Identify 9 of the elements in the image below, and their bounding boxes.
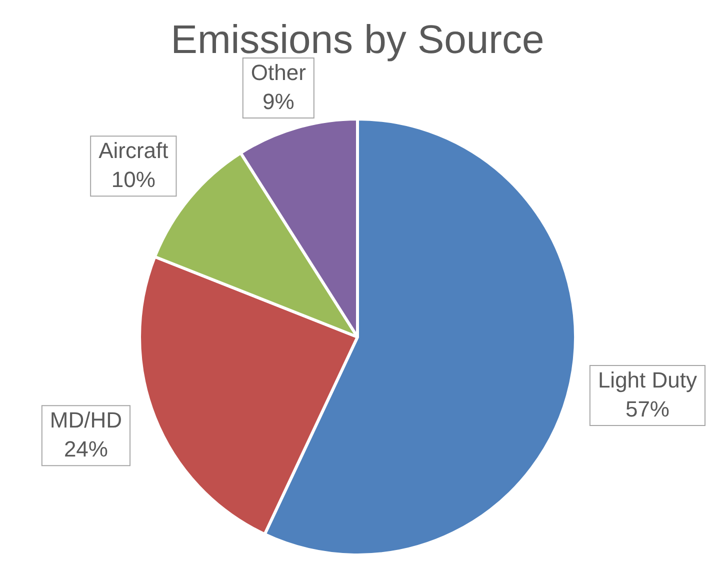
data-label: 57%: [625, 396, 670, 422]
data-label: 24%: [64, 436, 108, 462]
data-label: 10%: [111, 167, 156, 192]
slice-label: MD/HD: [50, 408, 122, 433]
slice-label: Aircraft: [98, 138, 168, 164]
slice-label: Light Duty: [598, 368, 698, 393]
data-label: 9%: [262, 89, 294, 114]
slice-label: Other: [250, 60, 306, 86]
chart-title: Emissions by Source: [170, 18, 544, 62]
